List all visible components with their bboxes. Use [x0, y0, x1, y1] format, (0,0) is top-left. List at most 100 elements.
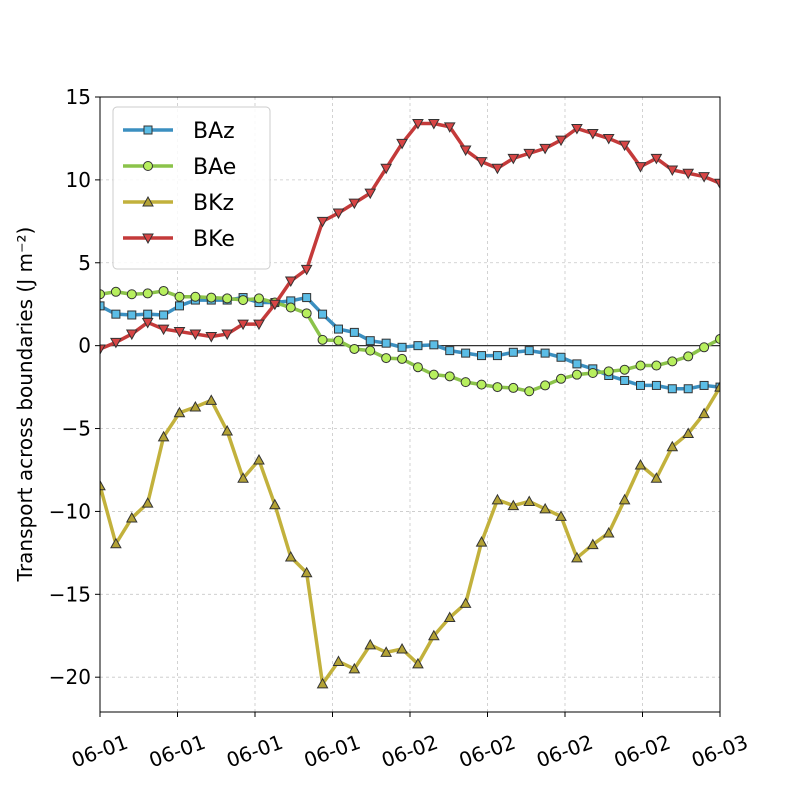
data-point [539, 502, 551, 514]
legend-box [112, 106, 271, 270]
data-point [174, 301, 184, 311]
x-tick-label: 06-02 [378, 730, 441, 772]
x-tick-label: 06-01 [301, 730, 364, 772]
data-point [666, 165, 679, 176]
data-point [699, 342, 710, 353]
y-tick-label: −20 [49, 665, 91, 689]
data-point [302, 293, 312, 303]
data-point [205, 332, 218, 343]
data-point [125, 329, 138, 341]
data-point [125, 512, 138, 523]
data-point [443, 122, 456, 133]
data-point [682, 427, 695, 439]
data-point [333, 324, 343, 334]
y-tick-label: −15 [49, 582, 91, 606]
x-tick-label: 06-01 [146, 730, 209, 772]
data-point [205, 394, 218, 405]
data-point [364, 638, 377, 650]
legend-label: BKe [193, 227, 235, 252]
y-tick-label: 15 [66, 85, 91, 109]
data-point [100, 301, 105, 311]
data-point [100, 479, 106, 491]
data-point [492, 382, 503, 393]
data-point [412, 657, 424, 669]
data-point [443, 611, 456, 623]
data-point [190, 291, 201, 302]
data-point [332, 655, 345, 666]
data-point [555, 135, 567, 147]
data-point [427, 629, 440, 641]
data-point [318, 309, 328, 319]
data-point [173, 327, 186, 338]
data-point [316, 677, 329, 689]
data-point [666, 440, 679, 452]
data-point [396, 138, 408, 150]
data-point [682, 168, 695, 180]
data-point [237, 472, 249, 483]
data-point [571, 551, 583, 563]
x-tick-label: 06-01 [68, 730, 131, 772]
data-point [413, 341, 423, 351]
data-point [412, 119, 424, 130]
data-point [651, 380, 661, 390]
data-point [491, 493, 504, 505]
data-point [445, 346, 455, 356]
data-point [157, 430, 170, 442]
data-point [284, 276, 297, 288]
x-tick-label: 06-02 [533, 730, 596, 772]
series-line [100, 295, 720, 391]
data-point [459, 597, 472, 608]
series-line [100, 289, 720, 393]
data-point [715, 334, 720, 345]
data-point [651, 360, 662, 371]
legend-marker [143, 125, 153, 135]
data-point [602, 526, 615, 538]
data-point [349, 343, 360, 354]
data-point [714, 178, 720, 190]
data-point [142, 288, 153, 299]
data-point [206, 292, 217, 303]
data-point [459, 145, 472, 157]
data-point [586, 538, 599, 550]
data-point [157, 324, 170, 336]
data-point [507, 153, 520, 165]
data-point [397, 342, 407, 352]
data-point [126, 289, 137, 300]
y-tick-label: −10 [49, 499, 91, 523]
data-point [427, 119, 440, 130]
data-point [523, 148, 536, 160]
data-point [143, 309, 153, 319]
data-point [636, 380, 646, 390]
data-point [253, 293, 264, 304]
plot-area [100, 119, 720, 689]
data-point [365, 345, 376, 356]
x-tick-label: 06-03 [688, 730, 751, 772]
data-point [174, 291, 185, 302]
data-point [524, 346, 534, 356]
data-point [571, 369, 582, 380]
data-point [698, 407, 710, 419]
data-point [634, 162, 647, 173]
data-point [221, 329, 234, 341]
y-tick-label: −5 [62, 417, 91, 441]
data-point [396, 642, 408, 654]
data-point [189, 400, 202, 412]
data-point [634, 458, 647, 470]
data-point [539, 143, 551, 155]
data-point [380, 646, 393, 657]
data-point [586, 128, 599, 140]
data-point [364, 188, 377, 200]
data-point [556, 373, 567, 384]
data-point [698, 172, 710, 183]
legend-marker [142, 233, 154, 245]
data-point [618, 493, 631, 505]
y-axis-label: Transport across boundaries (J m⁻²) [13, 227, 37, 583]
data-point [540, 348, 550, 358]
series-line [100, 121, 720, 351]
legend-marker [143, 161, 153, 171]
data-point [365, 336, 375, 346]
data-point [381, 353, 392, 364]
data-point [332, 208, 345, 220]
data-point [429, 340, 439, 350]
